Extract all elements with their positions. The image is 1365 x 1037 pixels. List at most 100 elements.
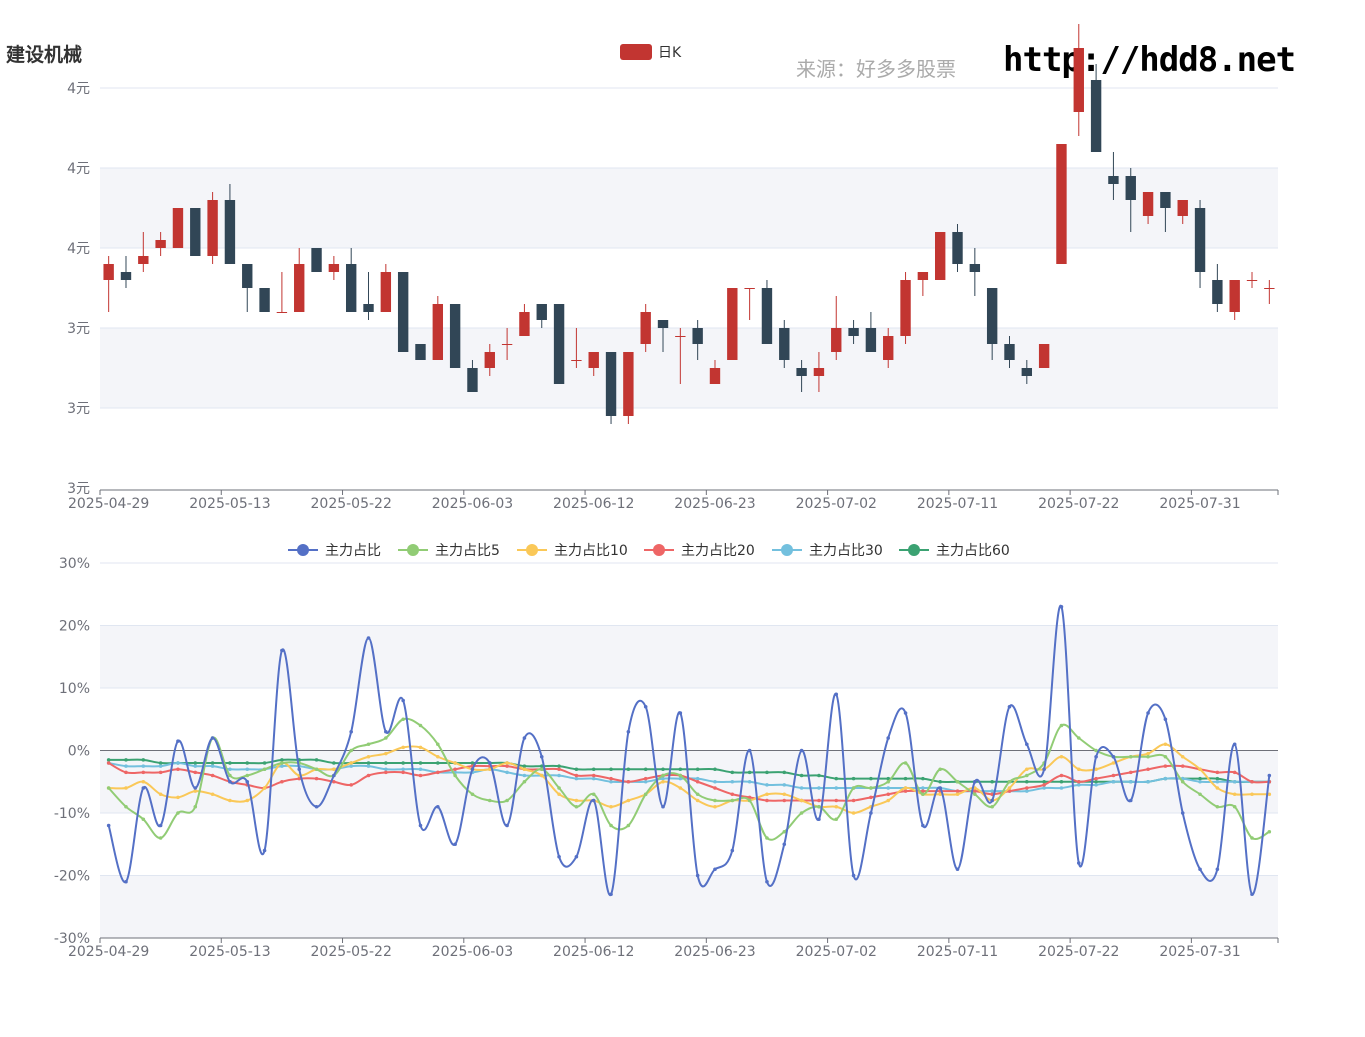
series-point-3[interactable] [574,773,579,778]
series-point-2[interactable] [1250,792,1254,797]
series-point-5[interactable] [280,758,284,762]
series-point-4[interactable] [782,783,787,787]
series-point-4[interactable] [228,767,232,772]
series-point-1[interactable] [522,779,527,784]
series-point-5[interactable] [730,770,735,775]
series-point-5[interactable] [903,776,908,781]
series-point-3[interactable] [1232,770,1237,775]
series-point-4[interactable] [401,767,405,772]
series-point-5[interactable] [591,767,596,772]
series-point-1[interactable] [245,773,250,778]
series-point-1[interactable] [366,742,371,747]
series-point-4[interactable] [1215,779,1220,784]
legend-series-1-marker[interactable] [407,544,419,556]
series-point-1[interactable] [314,767,319,772]
series-point-2[interactable] [228,798,232,803]
series-point-5[interactable] [834,776,839,781]
series-point-2[interactable] [1059,754,1064,759]
series-point-1[interactable] [747,798,752,803]
series-point-3[interactable] [1007,789,1012,793]
candle-body[interactable] [259,288,270,312]
series-point-3[interactable] [401,770,405,775]
series-point-4[interactable] [574,776,579,781]
series-point-0[interactable] [522,736,527,740]
series-point-1[interactable] [262,767,267,772]
series-point-3[interactable] [1215,770,1220,775]
candle-body[interactable] [1177,200,1188,216]
series-point-3[interactable] [1250,779,1254,784]
series-point-5[interactable] [1198,776,1202,781]
series-point-1[interactable] [886,779,891,784]
series-point-2[interactable] [1163,742,1168,747]
candle-body[interactable] [900,280,911,336]
series-point-0[interactable] [141,786,146,790]
series-point-5[interactable] [245,761,250,765]
series-point-1[interactable] [453,773,457,778]
series-point-2[interactable] [366,754,371,759]
candle-body[interactable] [1229,280,1240,312]
series-point-1[interactable] [141,817,146,822]
series-point-2[interactable] [1232,792,1237,797]
series-point-0[interactable] [1025,742,1029,747]
series-point-4[interactable] [418,767,423,772]
series-point-4[interactable] [1146,779,1150,784]
series-point-2[interactable] [522,767,527,772]
candle-body[interactable] [1246,280,1258,281]
series-point-0[interactable] [1163,717,1168,722]
series-point-4[interactable] [245,767,250,772]
series-point-3[interactable] [124,770,128,775]
series-point-3[interactable] [332,779,336,784]
series-point-0[interactable] [158,823,163,828]
candle-body[interactable] [484,352,495,368]
series-point-3[interactable] [297,776,302,781]
candle-body[interactable] [380,272,392,312]
series-point-0[interactable] [903,711,908,715]
series-point-1[interactable] [643,792,648,797]
series-point-2[interactable] [1094,767,1098,772]
series-point-1[interactable] [903,761,908,765]
series-point-3[interactable] [730,792,735,797]
series-point-4[interactable] [747,779,752,784]
candle-body[interactable] [415,344,426,360]
series-point-0[interactable] [1267,773,1272,778]
series-point-1[interactable] [539,767,544,772]
series-point-5[interactable] [193,761,198,765]
series-point-4[interactable] [176,761,180,765]
series-point-3[interactable] [210,773,215,778]
series-point-1[interactable] [487,798,492,803]
series-point-5[interactable] [539,764,544,768]
series-point-3[interactable] [1180,764,1185,768]
series-point-5[interactable] [609,767,613,772]
candle-body[interactable] [640,312,651,344]
series-point-2[interactable] [1215,786,1220,790]
series-point-0[interactable] [1180,811,1185,815]
candle-body[interactable] [623,352,634,416]
series-point-4[interactable] [990,789,994,793]
series-point-1[interactable] [626,823,631,828]
candle-body[interactable] [1108,176,1119,184]
series-point-1[interactable] [1076,736,1081,740]
candle-body[interactable] [588,352,599,368]
series-point-0[interactable] [609,892,613,897]
series-point-4[interactable] [921,786,925,790]
series-point-5[interactable] [678,767,683,772]
legend-series-2-marker[interactable] [526,544,538,556]
series-point-4[interactable] [730,779,735,784]
series-point-0[interactable] [453,842,457,847]
series-point-2[interactable] [661,779,665,784]
candle-body[interactable] [727,288,738,360]
legend-series-0-marker[interactable] [297,544,309,556]
series-point-1[interactable] [106,786,111,790]
candle-body[interactable] [155,240,166,248]
series-point-5[interactable] [210,761,215,765]
series-point-3[interactable] [505,764,509,768]
candle-body[interactable] [744,288,755,289]
series-point-1[interactable] [1007,779,1012,784]
series-point-1[interactable] [1250,836,1254,840]
series-point-1[interactable] [973,792,977,797]
series-point-2[interactable] [886,798,891,803]
series-point-1[interactable] [713,798,717,803]
candle-body[interactable] [1125,176,1136,200]
series-point-0[interactable] [280,648,284,653]
series-point-0[interactable] [349,729,353,734]
